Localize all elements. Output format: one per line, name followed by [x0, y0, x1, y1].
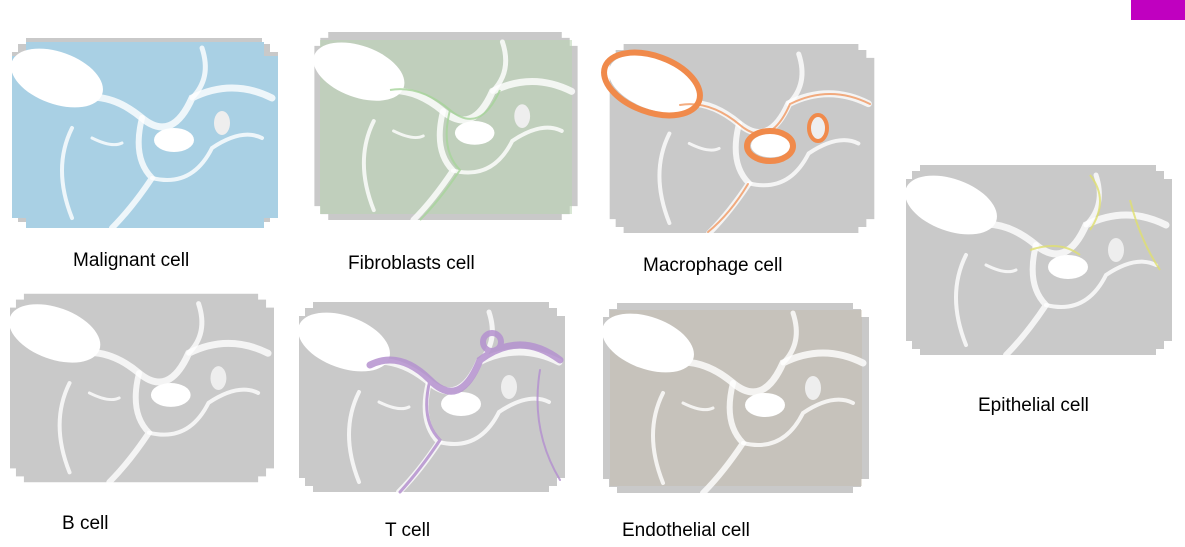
tissue-panel: [305, 32, 578, 221]
tissue-panel: [12, 38, 278, 228]
tissue-panel: [906, 165, 1172, 355]
panel-label: Malignant cell: [73, 250, 189, 271]
tissue-panel: [290, 302, 565, 494]
panel-label: Endothelial cell: [622, 520, 750, 541]
panel-label: Fibroblasts cell: [348, 253, 475, 274]
color-swatch: [1131, 0, 1185, 20]
panel-label: T cell: [385, 520, 430, 541]
panel-label: B cell: [62, 513, 108, 534]
panel-label: Epithelial cell: [978, 395, 1089, 416]
panel-label: Macrophage cell: [643, 255, 782, 276]
tissue-panel: [10, 293, 274, 482]
tissue-panel: [601, 44, 875, 233]
tissue-panel: [594, 303, 869, 493]
